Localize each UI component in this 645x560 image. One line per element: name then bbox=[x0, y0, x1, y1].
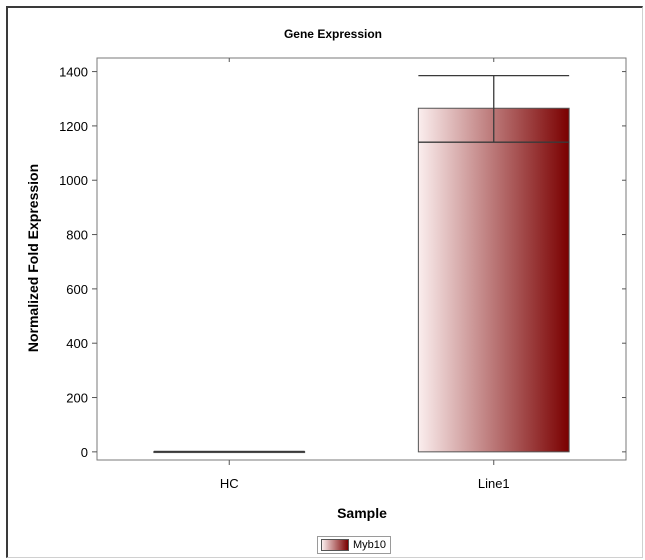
x-axis-title: Sample bbox=[337, 505, 387, 521]
y-axis: 0 200 400 600 800 1000 1200 1400 bbox=[59, 65, 626, 460]
x-tick-label: Line1 bbox=[478, 476, 510, 491]
y-tick-label: 1400 bbox=[59, 65, 88, 80]
chart-title: Gene Expression bbox=[284, 27, 382, 41]
y-tick-label: 1200 bbox=[59, 119, 88, 134]
chart-frame bbox=[6, 6, 643, 558]
x-axis: HC Line1 bbox=[220, 58, 510, 491]
y-tick-label: 0 bbox=[81, 445, 88, 460]
legend: Myb10 bbox=[317, 536, 392, 554]
y-tick-label: 800 bbox=[66, 228, 88, 243]
y-tick-label: 200 bbox=[66, 391, 88, 406]
bars bbox=[153, 75, 570, 454]
bar-line1 bbox=[417, 107, 570, 453]
y-tick-label: 400 bbox=[66, 336, 88, 351]
legend-swatch-myb10 bbox=[321, 539, 349, 551]
y-tick-label: 600 bbox=[66, 282, 88, 297]
y-tick-label: 1000 bbox=[59, 173, 88, 188]
legend-label-myb10: Myb10 bbox=[353, 539, 387, 551]
x-tick-label: HC bbox=[220, 476, 239, 491]
y-axis-title: Normalized Fold Expression bbox=[25, 164, 41, 352]
